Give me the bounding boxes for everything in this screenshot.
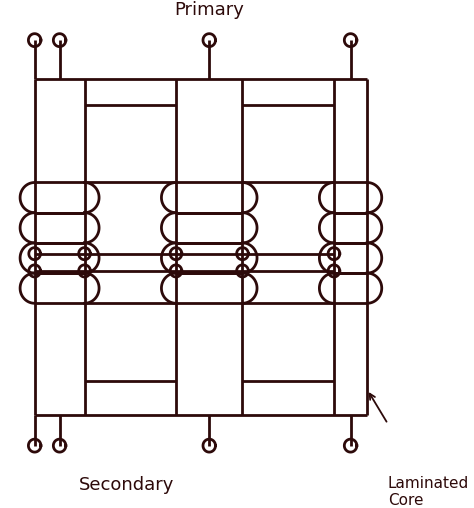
Text: Secondary: Secondary — [78, 476, 174, 494]
Text: Laminated
Core: Laminated Core — [388, 476, 469, 508]
Text: Primary: Primary — [174, 1, 244, 19]
